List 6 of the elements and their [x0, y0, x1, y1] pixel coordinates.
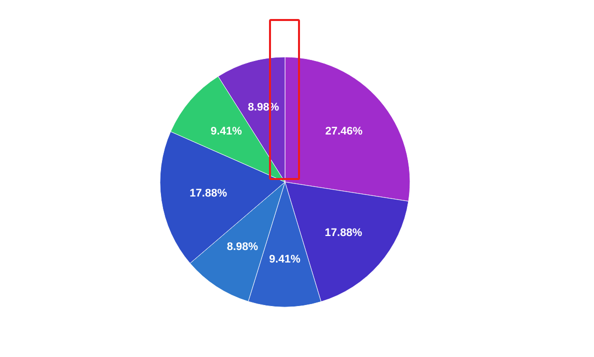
data-label: 17.88% [324, 226, 362, 239]
data-label: 8.98% [226, 240, 258, 253]
data-label: 9.41% [210, 125, 242, 138]
data-label: 17.88% [190, 187, 228, 200]
data-label: 27.46% [325, 126, 363, 138]
data-label: 9.41% [269, 254, 301, 266]
